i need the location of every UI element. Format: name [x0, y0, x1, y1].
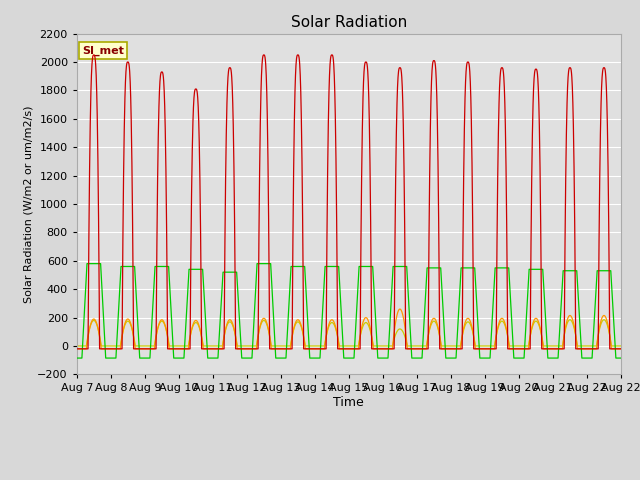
Y-axis label: Solar Radiation (W/m2 or um/m2/s): Solar Radiation (W/m2 or um/m2/s) [23, 105, 33, 303]
Text: SI_met: SI_met [82, 46, 124, 56]
Title: Solar Radiation: Solar Radiation [291, 15, 407, 30]
X-axis label: Time: Time [333, 396, 364, 408]
